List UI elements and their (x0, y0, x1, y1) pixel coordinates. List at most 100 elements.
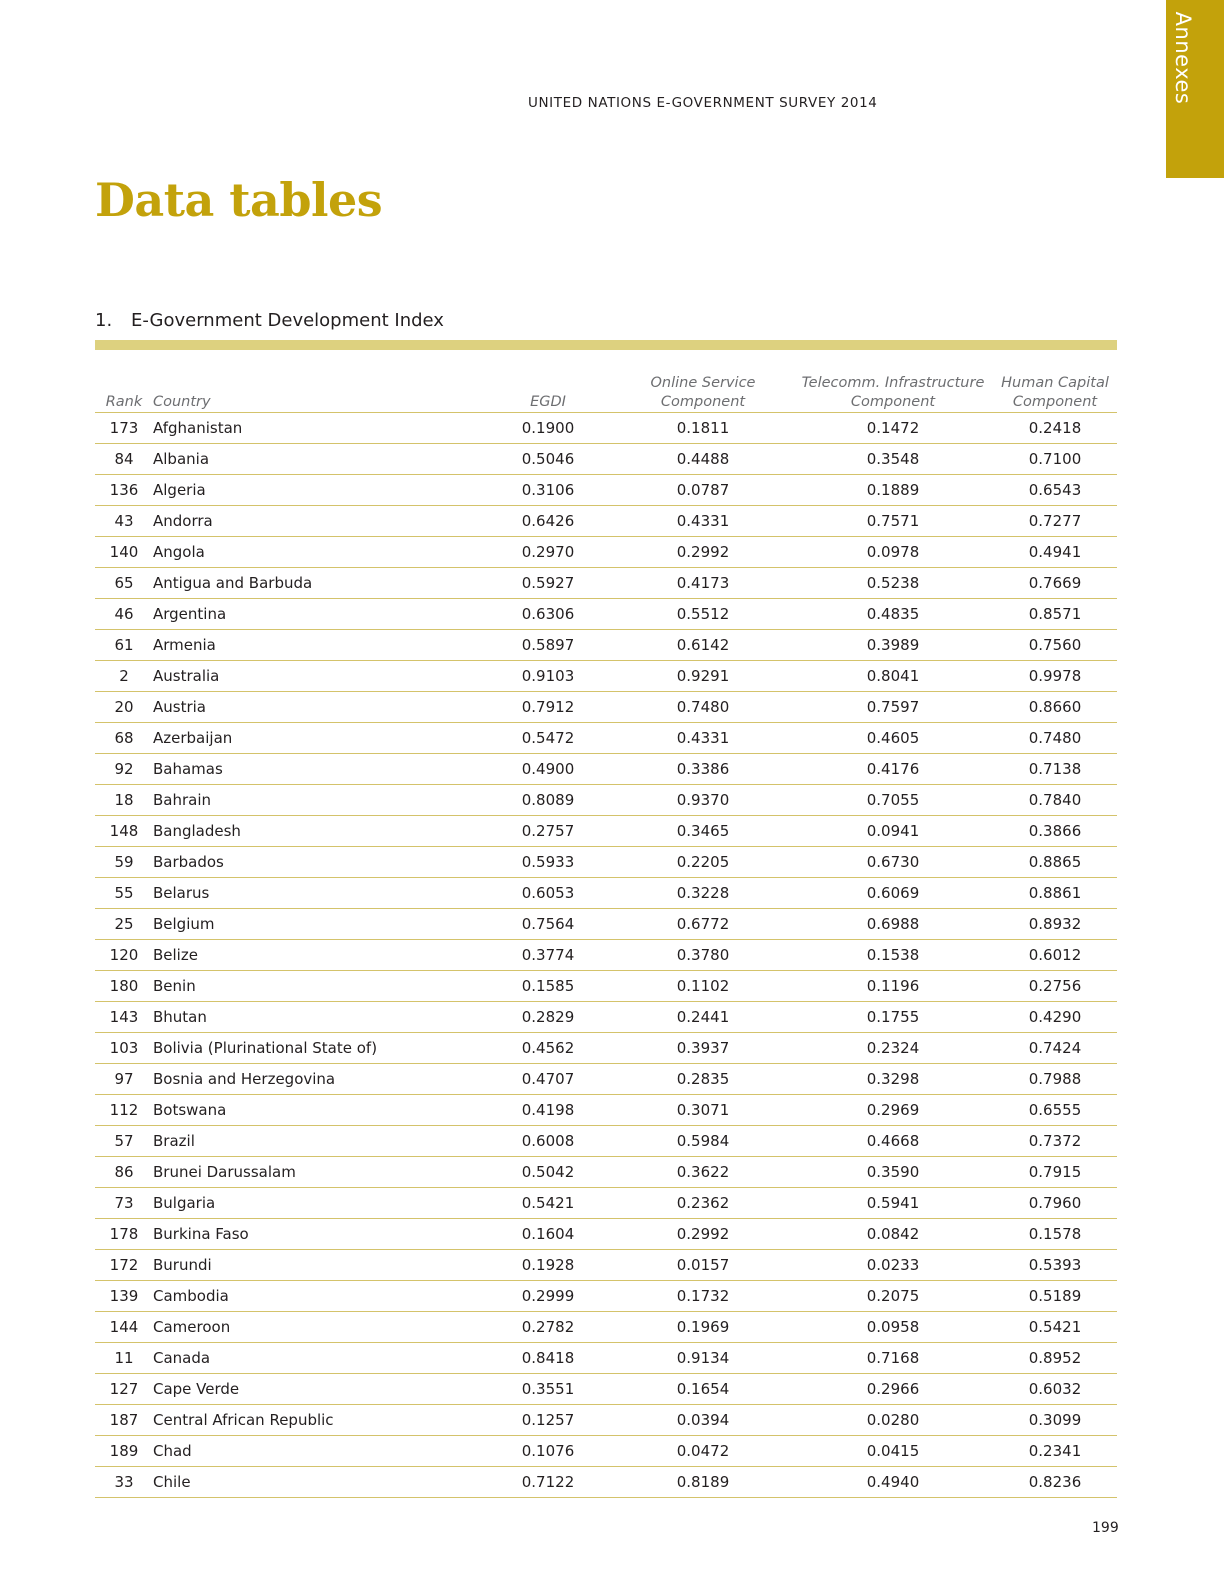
online-service-cell: 0.2835 (613, 1063, 793, 1095)
egdi-cell: 0.1076 (483, 1435, 613, 1467)
rank-cell: 65 (95, 567, 153, 599)
header-country: Country (153, 372, 483, 413)
human-capital-cell: 0.7960 (993, 1187, 1117, 1219)
human-capital-cell: 0.6012 (993, 939, 1117, 971)
table-row: 103 Bolivia (Plurinational State of) 0.456… (95, 1032, 1117, 1064)
human-capital-cell: 0.7480 (993, 722, 1117, 754)
table-row: 11 Canada 0.8418 0.9134 0.7168 0.8952 (95, 1342, 1117, 1374)
country-cell: Barbados (153, 846, 483, 878)
table-row: 143 Bhutan 0.2829 0.2441 0.1755 0.4290 (95, 1001, 1117, 1033)
table-row: 61 Armenia 0.5897 0.6142 0.3989 0.7560 (95, 629, 1117, 661)
rank-cell: 187 (95, 1404, 153, 1436)
table-row: 55 Belarus 0.6053 0.3228 0.6069 0.8861 (95, 877, 1117, 909)
telecomm-infrastructure-cell: 0.2969 (793, 1094, 993, 1126)
human-capital-cell: 0.8236 (993, 1466, 1117, 1498)
egdi-cell: 0.9103 (483, 660, 613, 692)
header-telecomm-line1: Telecomm. Infrastructure (801, 375, 985, 391)
egdi-cell: 0.2782 (483, 1311, 613, 1343)
online-service-cell: 0.6142 (613, 629, 793, 661)
human-capital-cell: 0.7277 (993, 505, 1117, 537)
online-service-cell: 0.4331 (613, 505, 793, 537)
table-row: 46 Argentina 0.6306 0.5512 0.4835 0.8571 (95, 598, 1117, 630)
country-cell: Austria (153, 691, 483, 723)
egdi-table-container: Rank Country EGDI Online Service Compone… (95, 372, 1117, 1498)
rank-cell: 20 (95, 691, 153, 723)
telecomm-infrastructure-cell: 0.2324 (793, 1032, 993, 1064)
egdi-cell: 0.5933 (483, 846, 613, 878)
online-service-cell: 0.0394 (613, 1404, 793, 1436)
annexes-tab-label: Annexes (1171, 11, 1195, 105)
rank-cell: 2 (95, 660, 153, 692)
table-row: 172 Burundi 0.1928 0.0157 0.0233 0.5393 (95, 1249, 1117, 1281)
egdi-cell: 0.1257 (483, 1404, 613, 1436)
rank-cell: 55 (95, 877, 153, 909)
online-service-cell: 0.4331 (613, 722, 793, 754)
table-row: 20 Austria 0.7912 0.7480 0.7597 0.8660 (95, 691, 1117, 723)
country-cell: Benin (153, 970, 483, 1002)
country-cell: Bolivia (Plurinational State of) (153, 1032, 483, 1064)
telecomm-infrastructure-cell: 0.7597 (793, 691, 993, 723)
page-title: Data tables (95, 173, 383, 227)
egdi-cell: 0.3106 (483, 474, 613, 506)
telecomm-infrastructure-cell: 0.1755 (793, 1001, 993, 1033)
egdi-cell: 0.1604 (483, 1218, 613, 1250)
egdi-cell: 0.5472 (483, 722, 613, 754)
egdi-cell: 0.6008 (483, 1125, 613, 1157)
rank-cell: 148 (95, 815, 153, 847)
table-row: 97 Bosnia and Herzegovina 0.4707 0.2835 0.32… (95, 1063, 1117, 1095)
telecomm-infrastructure-cell: 0.1196 (793, 970, 993, 1002)
table-row: 187 Central African Republic 0.1257 0.0394 0… (95, 1404, 1117, 1436)
country-cell: Bahrain (153, 784, 483, 816)
telecomm-infrastructure-cell: 0.2075 (793, 1280, 993, 1312)
telecomm-infrastructure-cell: 0.4835 (793, 598, 993, 630)
country-cell: Albania (153, 443, 483, 475)
country-cell: Brunei Darussalam (153, 1156, 483, 1188)
online-service-cell: 0.8189 (613, 1466, 793, 1498)
human-capital-cell: 0.7669 (993, 567, 1117, 599)
online-service-cell: 0.1811 (613, 412, 793, 444)
online-service-cell: 0.2205 (613, 846, 793, 878)
online-service-cell: 0.9370 (613, 784, 793, 816)
telecomm-infrastructure-cell: 0.0958 (793, 1311, 993, 1343)
country-cell: Cameroon (153, 1311, 483, 1343)
rank-cell: 59 (95, 846, 153, 878)
telecomm-infrastructure-cell: 0.3989 (793, 629, 993, 661)
egdi-cell: 0.5421 (483, 1187, 613, 1219)
online-service-cell: 0.1969 (613, 1311, 793, 1343)
country-cell: Argentina (153, 598, 483, 630)
telecomm-infrastructure-cell: 0.1472 (793, 412, 993, 444)
human-capital-cell: 0.7915 (993, 1156, 1117, 1188)
egdi-cell: 0.6053 (483, 877, 613, 909)
section-title: E-Government Development Index (131, 310, 444, 331)
country-cell: Burundi (153, 1249, 483, 1281)
telecomm-infrastructure-cell: 0.2966 (793, 1373, 993, 1405)
human-capital-cell: 0.9978 (993, 660, 1117, 692)
rank-cell: 120 (95, 939, 153, 971)
annexes-tab: Annexes (1166, 0, 1224, 178)
rank-cell: 112 (95, 1094, 153, 1126)
human-capital-cell: 0.5393 (993, 1249, 1117, 1281)
country-cell: Azerbaijan (153, 722, 483, 754)
telecomm-infrastructure-cell: 0.4176 (793, 753, 993, 785)
human-capital-cell: 0.1578 (993, 1218, 1117, 1250)
online-service-cell: 0.3465 (613, 815, 793, 847)
egdi-cell: 0.4900 (483, 753, 613, 785)
table-header-row: Rank Country EGDI Online Service Compone… (95, 372, 1117, 413)
table-row: 127 Cape Verde 0.3551 0.1654 0.2966 0.6032 (95, 1373, 1117, 1405)
human-capital-cell: 0.8660 (993, 691, 1117, 723)
online-service-cell: 0.3071 (613, 1094, 793, 1126)
egdi-cell: 0.5042 (483, 1156, 613, 1188)
online-service-cell: 0.1654 (613, 1373, 793, 1405)
online-service-cell: 0.3780 (613, 939, 793, 971)
country-cell: Belgium (153, 908, 483, 940)
rank-cell: 61 (95, 629, 153, 661)
egdi-cell: 0.8418 (483, 1342, 613, 1374)
country-cell: Algeria (153, 474, 483, 506)
rank-cell: 127 (95, 1373, 153, 1405)
rank-cell: 143 (95, 1001, 153, 1033)
online-service-cell: 0.3622 (613, 1156, 793, 1188)
rank-cell: 136 (95, 474, 153, 506)
human-capital-cell: 0.7424 (993, 1032, 1117, 1064)
online-service-cell: 0.9134 (613, 1342, 793, 1374)
header-rank: Rank (95, 372, 153, 413)
